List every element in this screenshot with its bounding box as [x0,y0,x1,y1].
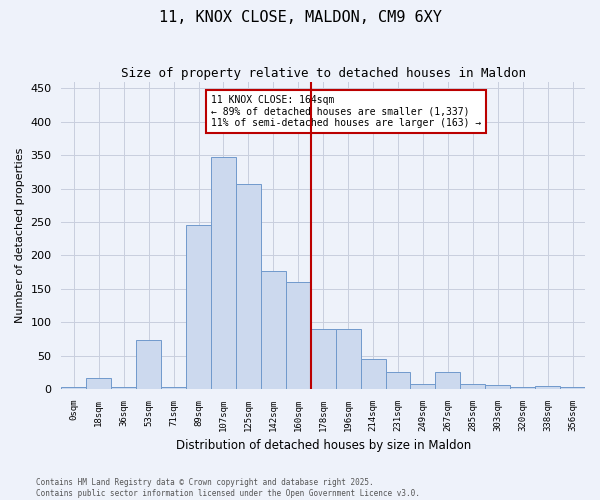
Bar [335,329,361,389]
Bar [436,372,460,389]
Bar [211,157,236,389]
Bar [361,359,386,389]
Bar [86,378,111,389]
Bar [136,340,161,389]
Bar [286,282,311,389]
Bar [261,271,286,389]
Y-axis label: Number of detached properties: Number of detached properties [15,148,25,323]
Bar [236,184,261,389]
Bar [186,226,211,389]
Bar [161,387,186,389]
Bar [61,387,86,389]
X-axis label: Distribution of detached houses by size in Maldon: Distribution of detached houses by size … [176,440,471,452]
Bar [386,372,410,389]
Bar [560,387,585,389]
Bar [111,387,136,389]
Bar [460,384,485,389]
Title: Size of property relative to detached houses in Maldon: Size of property relative to detached ho… [121,68,526,80]
Text: 11 KNOX CLOSE: 164sqm
← 89% of detached houses are smaller (1,337)
11% of semi-d: 11 KNOX CLOSE: 164sqm ← 89% of detached … [211,95,481,128]
Bar [311,329,335,389]
Bar [510,387,535,389]
Bar [410,384,436,389]
Text: Contains HM Land Registry data © Crown copyright and database right 2025.
Contai: Contains HM Land Registry data © Crown c… [36,478,420,498]
Bar [535,386,560,389]
Bar [485,385,510,389]
Text: 11, KNOX CLOSE, MALDON, CM9 6XY: 11, KNOX CLOSE, MALDON, CM9 6XY [158,10,442,25]
